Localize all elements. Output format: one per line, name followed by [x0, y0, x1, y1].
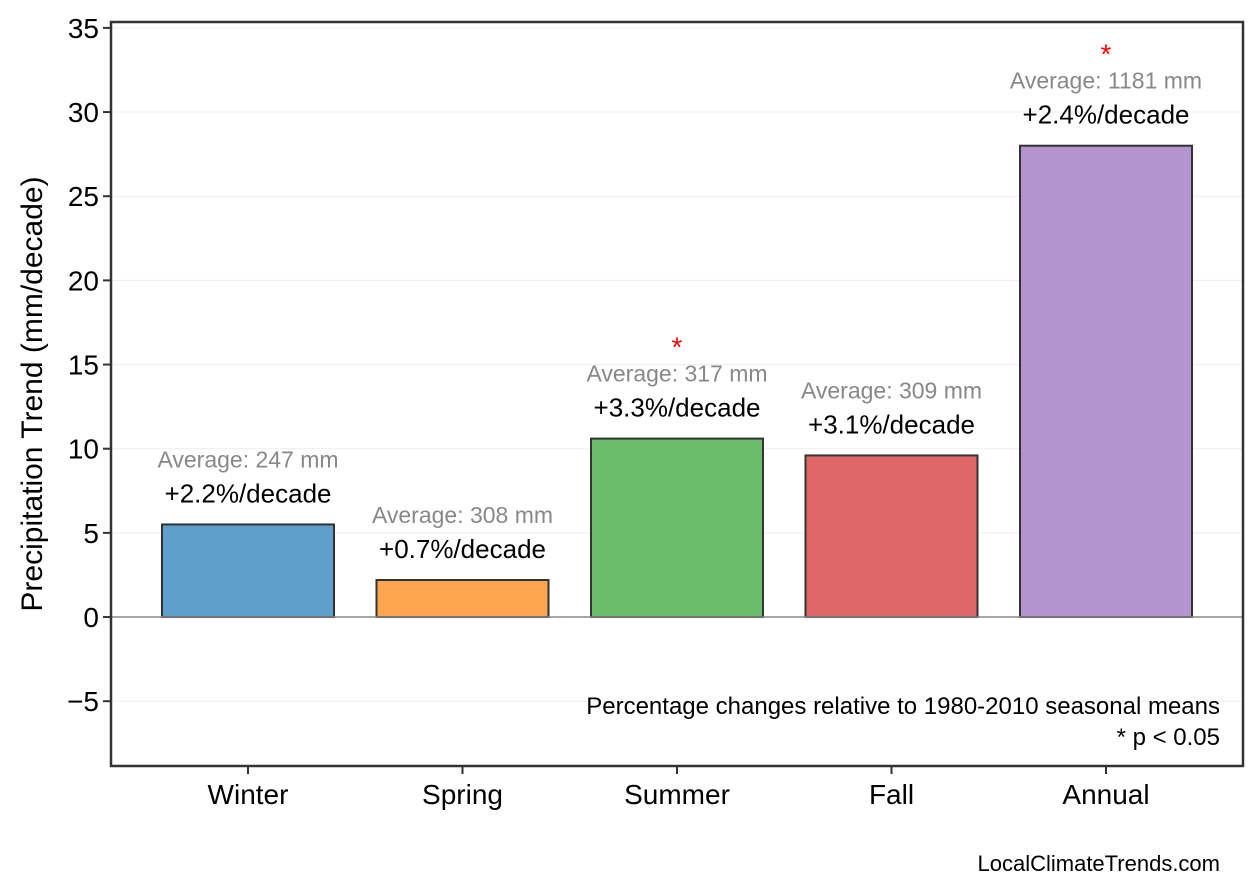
bar-winter [161, 523, 335, 619]
bar-spring [375, 579, 550, 619]
x-tick-label: Spring [422, 779, 503, 810]
x-axis: Winter Spring Summer Fall Annual [208, 766, 1150, 810]
y-axis-label: Precipitation Trend (mm/decade) [16, 176, 49, 611]
x-tick-label: Winter [208, 779, 289, 810]
y-tick-label: 15 [68, 350, 99, 381]
bars [161, 144, 1193, 619]
average-label: Average: 1181 mm [1010, 68, 1202, 94]
credit-text: LocalClimateTrends.com [978, 851, 1221, 876]
y-tick-label: 25 [68, 181, 99, 212]
percent-label: +2.4%/decade [1023, 100, 1190, 130]
x-tick-label: Annual [1062, 779, 1149, 810]
y-tick-label: 0 [83, 602, 99, 633]
x-tick-label: Fall [869, 779, 914, 810]
y-tick-label: 20 [68, 265, 99, 296]
significance-marker: * [1101, 39, 1112, 70]
percent-label: +3.1%/decade [808, 409, 975, 439]
y-axis: −5 0 5 10 15 20 25 30 35 [67, 13, 111, 717]
average-label: Average: 308 mm [372, 502, 553, 528]
y-tick-label: 30 [68, 97, 99, 128]
bar-summer [590, 437, 764, 619]
y-tick-label: −5 [67, 686, 99, 717]
bar-fall [804, 454, 979, 619]
average-label: Average: 247 mm [157, 446, 338, 472]
bar-labels: +2.2%/decade Average: 247 mm +0.7%/decade A… [157, 39, 1202, 564]
x-tick-label: Summer [624, 779, 730, 810]
percent-label: +0.7%/decade [379, 534, 546, 564]
annotation-percentage-note: Percentage changes relative to 1980-2010… [586, 693, 1220, 720]
y-tick-label: 5 [83, 518, 99, 549]
significance-marker: * [672, 332, 683, 363]
y-tick-label: 35 [68, 13, 99, 44]
y-tick-label: 10 [68, 434, 99, 465]
percent-label: +2.2%/decade [165, 478, 332, 508]
average-label: Average: 309 mm [801, 377, 982, 403]
average-label: Average: 317 mm [586, 361, 767, 387]
percent-label: +3.3%/decade [594, 393, 761, 423]
annotation-significance-note: * p < 0.05 [1117, 724, 1220, 751]
bar-annual [1019, 144, 1193, 619]
